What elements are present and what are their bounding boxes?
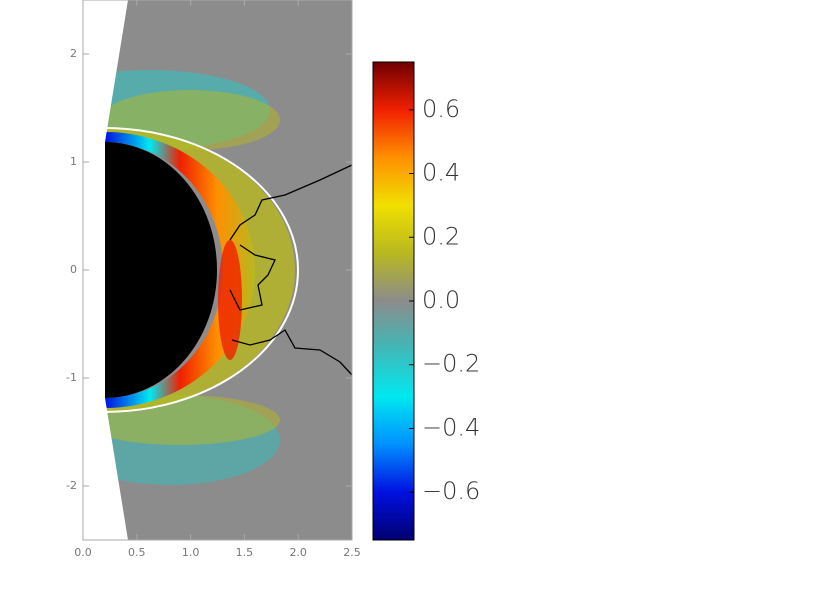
colorbar-tick-label: 0.2 bbox=[422, 222, 460, 250]
colorbar-tick-label: 0.6 bbox=[422, 95, 460, 123]
field bbox=[83, 0, 352, 540]
x-tick-label: 2.5 bbox=[343, 546, 361, 559]
field-patch bbox=[218, 240, 242, 360]
y-tick-label: 0 bbox=[70, 263, 77, 276]
x-tick-label: 2.0 bbox=[289, 546, 307, 559]
y-tick-label: 2 bbox=[70, 47, 77, 60]
contour-line bbox=[229, 244, 276, 311]
empty-region bbox=[83, 0, 128, 540]
empty-region bbox=[83, 140, 105, 400]
x-tick-label: 0.0 bbox=[74, 546, 92, 559]
contour-line bbox=[231, 329, 352, 376]
field-band bbox=[105, 132, 255, 408]
colorbar bbox=[372, 61, 415, 541]
x-tick-label: 1.0 bbox=[182, 546, 200, 559]
colorbar-tick-label: −0.4 bbox=[422, 413, 480, 441]
reference-circle bbox=[83, 127, 299, 413]
y-tick-label: -1 bbox=[66, 371, 77, 384]
x-tick-label: 1.5 bbox=[236, 546, 254, 559]
colorbar-tick-label: −0.6 bbox=[422, 477, 480, 505]
body bbox=[83, 142, 217, 398]
colorbar-tick-label: 0.4 bbox=[422, 159, 460, 187]
contour-line bbox=[229, 164, 352, 241]
colorbar-tick-label: 0.0 bbox=[422, 286, 460, 314]
colorbar-tick-label: −0.2 bbox=[422, 350, 480, 378]
y-tick-label: 1 bbox=[70, 155, 77, 168]
x-tick-label: 0.5 bbox=[128, 546, 146, 559]
y-tick-label: -2 bbox=[66, 479, 77, 492]
field-band bbox=[105, 128, 295, 412]
